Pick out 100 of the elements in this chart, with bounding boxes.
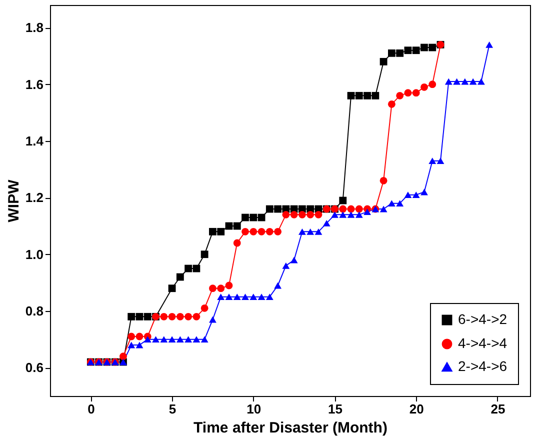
point [290, 256, 298, 264]
x-tick-label: 5 [168, 402, 176, 416]
point [339, 205, 347, 213]
point [404, 89, 412, 97]
x-tick-label: 0 [88, 402, 95, 416]
point [274, 228, 282, 236]
point [314, 228, 322, 235]
point [184, 336, 192, 343]
point [364, 208, 371, 216]
point [282, 210, 290, 218]
point [486, 41, 494, 48]
point [200, 250, 208, 258]
point [477, 78, 485, 85]
point [266, 228, 274, 236]
y-tick-label: 1.0 [25, 246, 44, 262]
point [233, 222, 241, 230]
point [412, 89, 420, 97]
point [184, 264, 192, 272]
point [217, 284, 225, 292]
y-tick-label: 1.8 [25, 20, 44, 36]
point [258, 228, 266, 236]
point [420, 83, 428, 91]
point [396, 200, 404, 207]
point [380, 176, 388, 184]
point [176, 336, 184, 343]
point [233, 294, 241, 300]
point [176, 273, 184, 281]
point [339, 196, 347, 204]
point [453, 78, 460, 85]
point [250, 228, 258, 236]
point [282, 262, 290, 269]
point [469, 78, 477, 85]
y-tick-label: 0.8 [25, 304, 44, 318]
y-tick-label: 0.6 [25, 360, 44, 376]
point [444, 78, 452, 85]
point [266, 205, 274, 213]
point [412, 192, 420, 198]
point [217, 228, 225, 236]
point [404, 192, 412, 198]
y-tick-label: 1.6 [25, 76, 44, 92]
point [258, 294, 266, 300]
point [355, 92, 363, 100]
point [128, 312, 136, 320]
legend-label: 6->4->2 [458, 311, 508, 327]
point [364, 92, 371, 100]
point [274, 205, 282, 213]
point [160, 312, 168, 320]
point [274, 282, 282, 289]
point [128, 342, 136, 348]
y-tick-label: 1.2 [25, 190, 44, 206]
point [209, 316, 216, 323]
point [420, 44, 428, 52]
point [331, 211, 338, 218]
point [290, 210, 298, 218]
point [266, 294, 274, 300]
point [136, 342, 144, 348]
point [184, 312, 192, 320]
legend-label: 4->4->4 [458, 335, 508, 351]
point [250, 214, 258, 222]
point [428, 44, 436, 52]
point [388, 100, 396, 108]
point [388, 200, 396, 207]
point [225, 282, 233, 290]
point [192, 336, 200, 343]
x-tick-label: 20 [409, 402, 424, 416]
point [168, 336, 176, 343]
point [242, 294, 249, 300]
point [144, 312, 152, 320]
point [461, 78, 469, 85]
point [396, 49, 404, 57]
y-axis-title: WIPW [5, 178, 22, 222]
point [242, 214, 249, 222]
point [428, 158, 436, 164]
legend-label: 2->4->6 [458, 358, 508, 374]
point [404, 46, 412, 54]
point [314, 210, 322, 218]
x-tick-label: 15 [328, 402, 342, 416]
x-axis-title: Time after Disaster (Month) [194, 420, 388, 436]
point [160, 336, 168, 343]
x-tick-label: 25 [490, 402, 506, 416]
point [144, 336, 152, 343]
point [200, 304, 208, 312]
point [192, 264, 200, 272]
point [388, 49, 396, 57]
point [217, 294, 225, 300]
point [209, 228, 216, 236]
point [225, 294, 233, 300]
point [380, 206, 388, 212]
point [355, 205, 363, 213]
point [136, 312, 144, 320]
y-tick-label: 1.4 [25, 134, 44, 148]
point [136, 332, 144, 340]
x-tick-label: 10 [246, 402, 262, 416]
point [152, 336, 160, 343]
point [250, 294, 258, 300]
point [339, 211, 347, 218]
point [347, 211, 355, 218]
point [233, 239, 241, 247]
point [428, 80, 436, 88]
point [168, 284, 176, 292]
